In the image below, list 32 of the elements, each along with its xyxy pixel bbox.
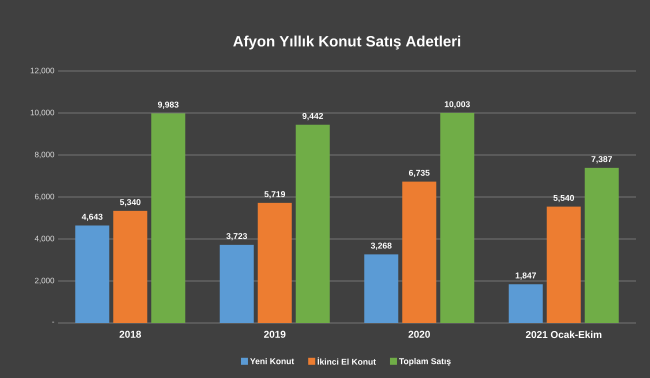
data-label: 1,847: [516, 272, 536, 280]
x-tick-label: 2020: [408, 330, 430, 338]
bar: [364, 254, 398, 323]
bar: [508, 284, 543, 323]
data-label: 10,003: [444, 101, 470, 108]
legend-label: Yeni Konut: [250, 358, 294, 364]
data-label: 9,442: [302, 112, 324, 120]
data-label: 7,387: [592, 156, 612, 164]
bar: [296, 124, 330, 323]
data-label: 5,719: [264, 191, 286, 198]
legend-label: Toplam Satış: [399, 358, 451, 366]
data-label: 5,540: [553, 194, 574, 202]
x-tick-label: 2019: [264, 330, 286, 338]
chart-title: Afyon Yıllık Konut Satış Adetleri: [233, 36, 460, 50]
data-label: 5,340: [120, 199, 140, 206]
x-tick-label: 2018: [120, 330, 142, 338]
data-label: 3,723: [226, 233, 248, 240]
data-label: 3,268: [370, 242, 392, 250]
bar: [584, 168, 619, 323]
x-tick-label: 2021 Ocak-Ekim: [526, 330, 602, 338]
bar: [151, 113, 186, 323]
legend-label: İkinci El Konut: [318, 357, 376, 365]
bar: [402, 182, 436, 323]
bar: [75, 225, 110, 323]
bar: [113, 210, 148, 323]
data-label: 9,983: [158, 102, 179, 109]
data-label: 6,735: [408, 170, 430, 178]
bar: [546, 206, 581, 323]
bar: [258, 202, 292, 323]
data-label: 4,643: [82, 214, 103, 221]
bar: [220, 244, 254, 323]
bar: [440, 112, 474, 323]
